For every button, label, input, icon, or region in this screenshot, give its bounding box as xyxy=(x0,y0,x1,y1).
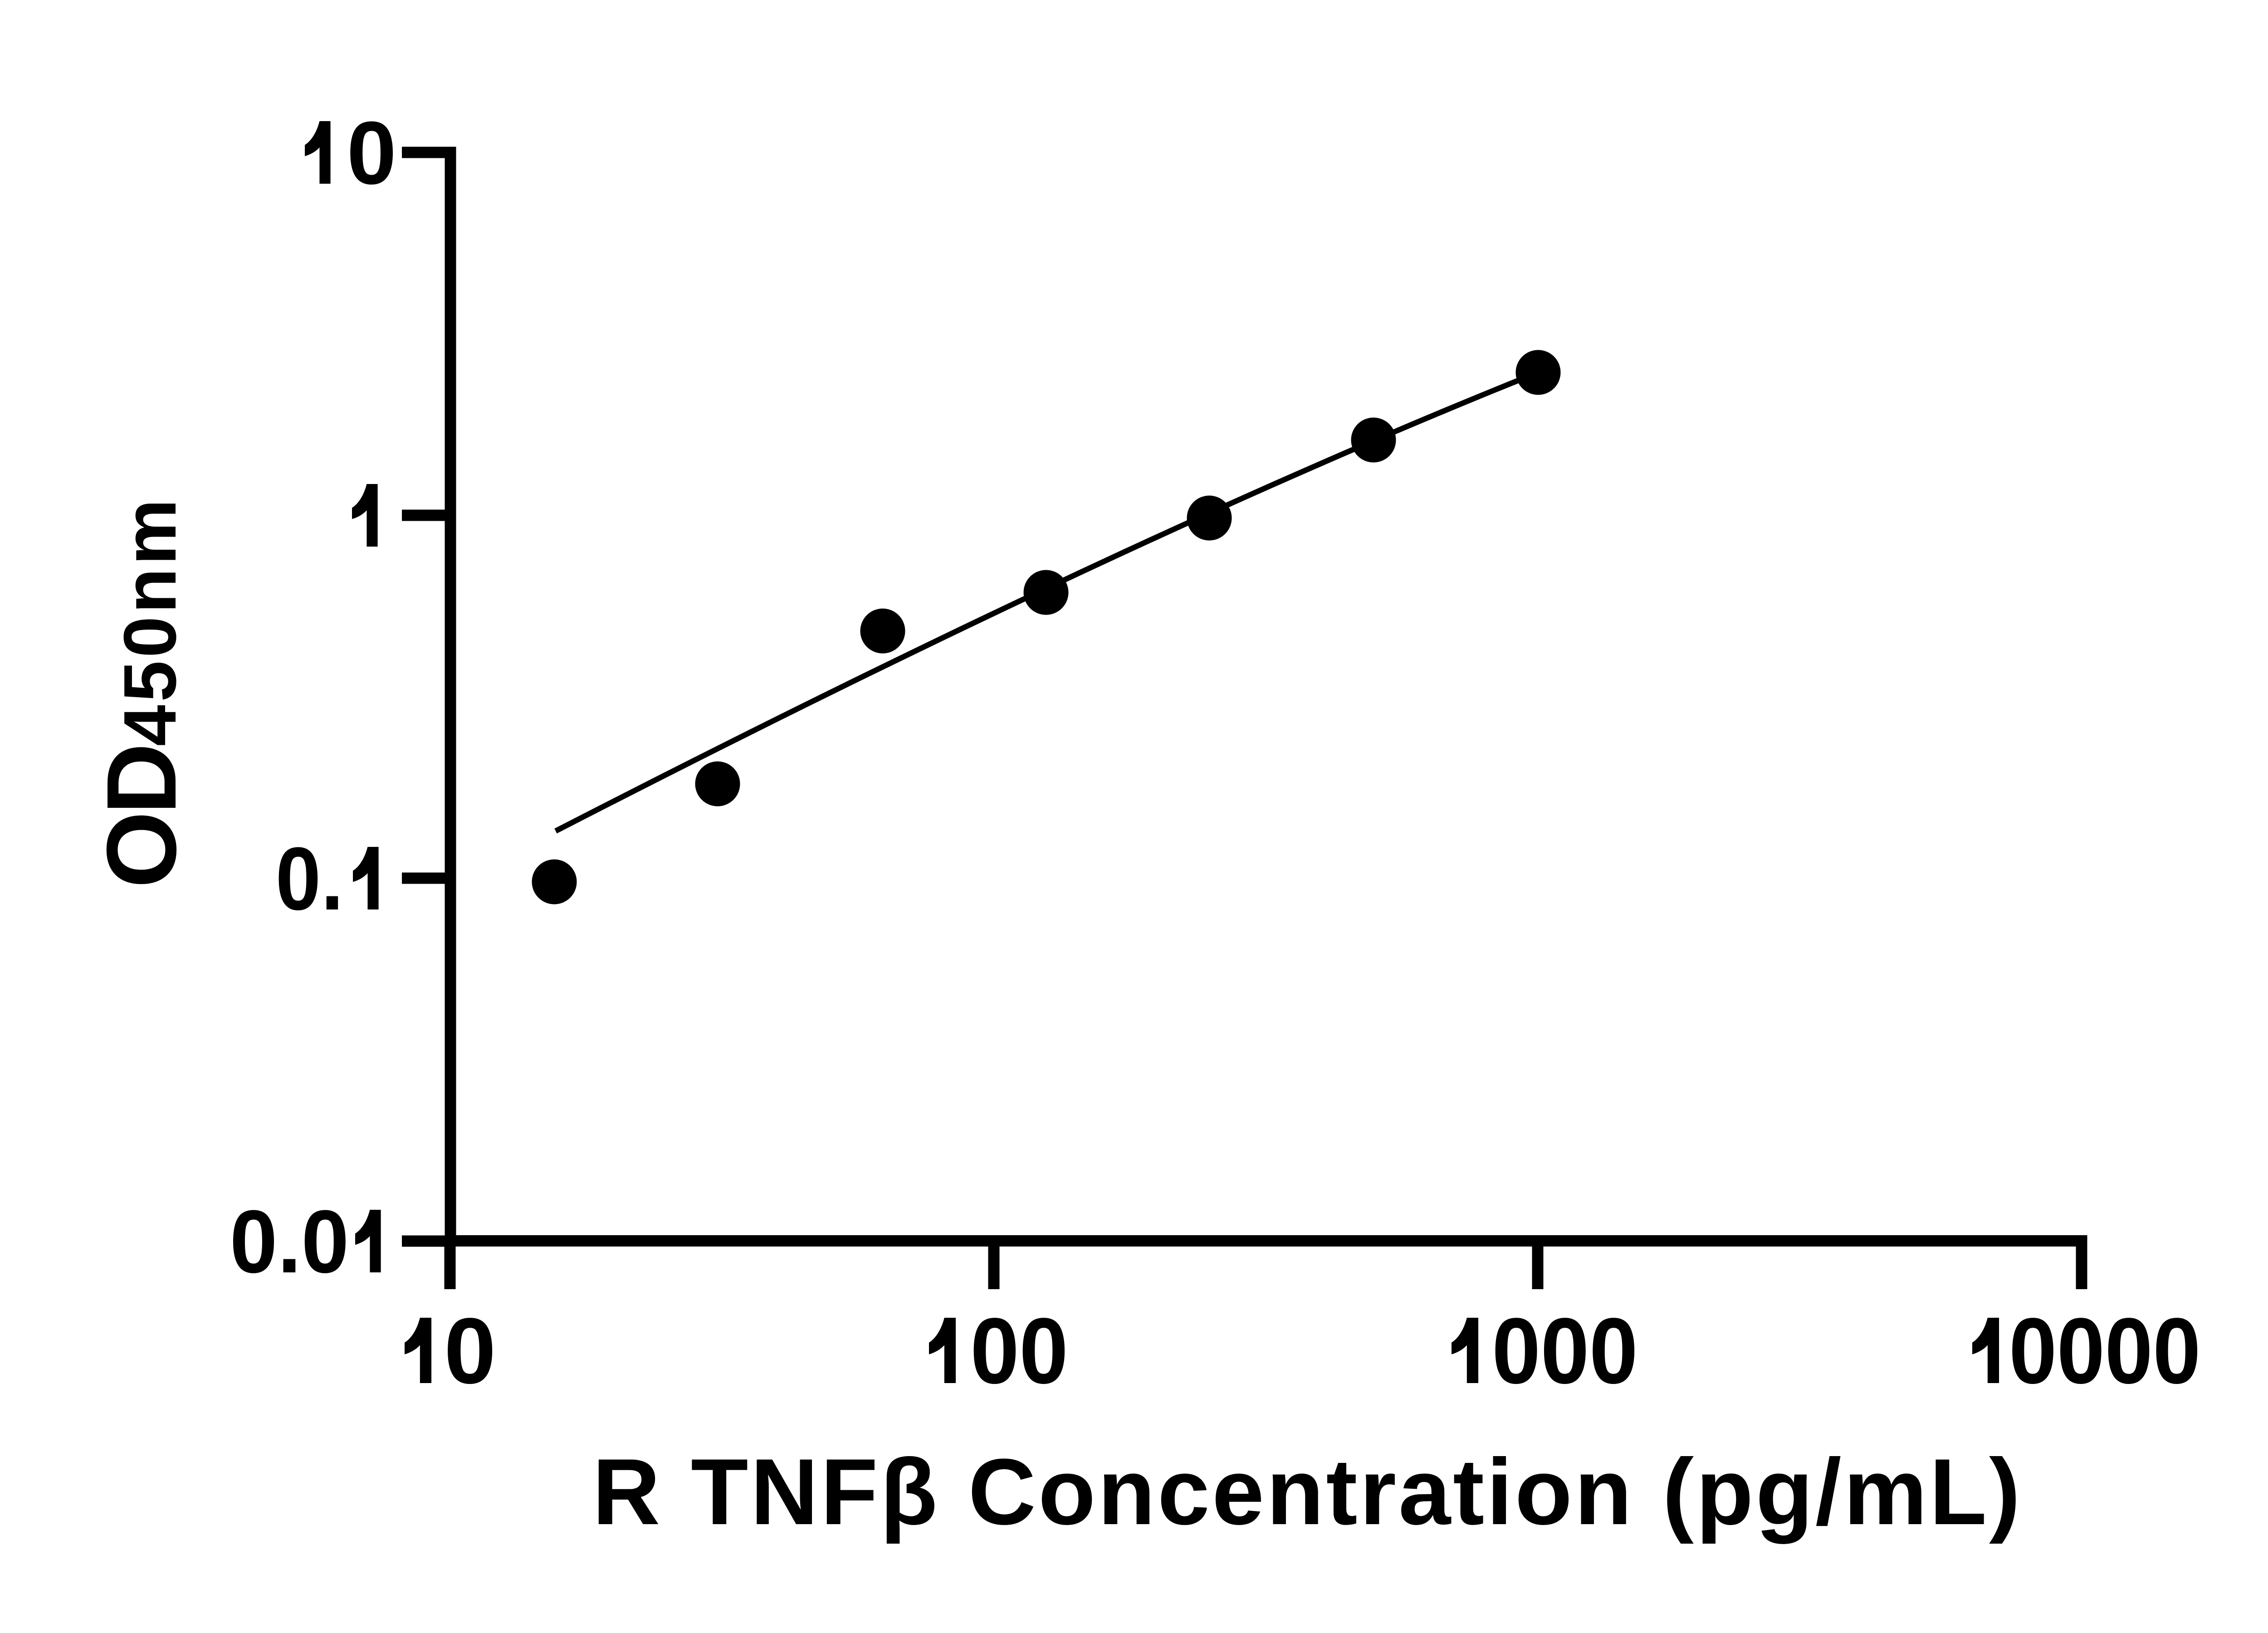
svg-text:0000: 0000 xyxy=(2009,1299,2201,1403)
svg-text:0: 0 xyxy=(444,1299,496,1403)
svg-text:0: 0 xyxy=(347,103,397,203)
svg-text:0.0: 0.0 xyxy=(230,1192,349,1291)
svg-text:000: 000 xyxy=(1492,1299,1638,1403)
svg-text:OD450nm: OD450nm xyxy=(87,499,197,888)
svg-text:00: 00 xyxy=(970,1299,1068,1403)
svg-text:R TNFβ Concentration (pg/mL): R TNFβ Concentration (pg/mL) xyxy=(592,1439,2020,1544)
svg-text:0.: 0. xyxy=(276,829,344,929)
